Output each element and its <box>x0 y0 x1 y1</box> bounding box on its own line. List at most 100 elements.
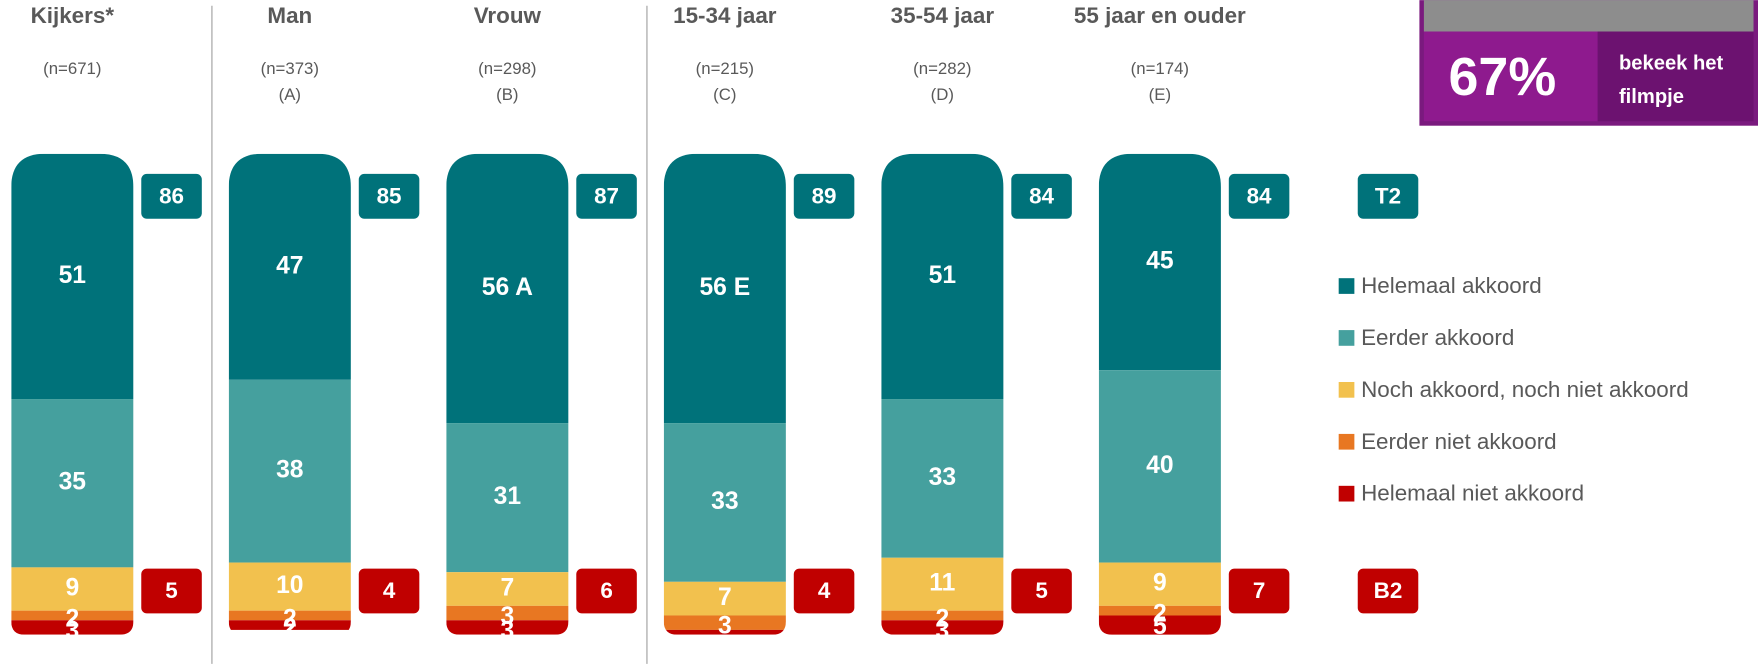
bar-segment <box>228 153 351 380</box>
bar-segment <box>11 620 134 635</box>
callout-figure: 67% <box>1449 47 1557 107</box>
segment-label: 47 <box>276 252 303 279</box>
summary-value: 4 <box>818 578 831 603</box>
summary-key-box <box>1357 568 1419 614</box>
legend-swatch <box>1338 330 1355 346</box>
summary-box <box>358 568 420 614</box>
segment-label: 7 <box>718 584 732 611</box>
group-header: Man <box>267 3 312 28</box>
summary-box <box>793 568 855 614</box>
legend-label: Helemaal akkoord <box>1361 273 1542 298</box>
segment-label: 56 E <box>699 274 750 301</box>
bar-segment <box>11 399 134 568</box>
summary-box <box>1011 173 1072 219</box>
bar-segment <box>1098 562 1221 606</box>
segment-label: 38 <box>276 457 303 484</box>
bar-segment <box>1098 615 1221 635</box>
summary-value: 84 <box>1029 183 1054 208</box>
legend-swatch <box>1338 278 1355 294</box>
bar-segment <box>881 557 1004 611</box>
summary-box <box>793 173 855 219</box>
group-header: Kijkers* <box>31 3 115 28</box>
segment-label: 51 <box>59 262 87 289</box>
callout-caption: bekeek het <box>1619 52 1724 74</box>
bar-segment <box>663 423 786 582</box>
bar-segment <box>446 620 569 635</box>
summary-value: 7 <box>1253 578 1265 603</box>
segment-label: 45 <box>1146 247 1174 274</box>
legend-label: Eerder akkoord <box>1361 325 1514 350</box>
callout-caption: filmpje <box>1619 86 1684 108</box>
bar-segment <box>228 379 351 563</box>
group-header: Vrouw <box>474 3 542 28</box>
bar-segment <box>11 153 134 400</box>
summary-value: 85 <box>377 183 402 208</box>
bar-segment <box>663 615 786 630</box>
summary-key-box <box>1357 173 1419 219</box>
segment-label: 3 <box>718 613 732 640</box>
summary-value: 84 <box>1247 183 1272 208</box>
segment-label: 40 <box>1146 452 1173 479</box>
segment-label: 56 A <box>482 274 533 301</box>
bar-segment <box>1098 370 1221 563</box>
bar-segment <box>446 605 569 621</box>
group-letter: (E) <box>1149 85 1171 104</box>
legend-label: Helemaal niet akkoord <box>1361 481 1584 506</box>
bar-segment <box>1098 605 1221 616</box>
summary-key: T2 <box>1375 183 1401 208</box>
segment-label: 7 <box>500 575 514 602</box>
bar-segment <box>446 423 569 573</box>
segment-label: 3 <box>500 618 514 645</box>
summary-box <box>576 173 637 219</box>
bar-stack <box>228 153 351 630</box>
legend-label: Eerder niet akkoord <box>1361 429 1557 454</box>
legend-label: Noch akkoord, noch niet akkoord <box>1361 377 1689 402</box>
bar-segment <box>446 153 569 424</box>
summary-value: 4 <box>383 578 396 603</box>
summary-box <box>1228 173 1290 219</box>
callout: 67% bekeek het filmpje <box>1419 0 1758 126</box>
group-n: (n=215) <box>696 59 754 78</box>
summary-value: 87 <box>594 183 619 208</box>
segment-label: 35 <box>59 469 87 496</box>
bar-segment <box>663 153 786 424</box>
group-n: (n=373) <box>261 59 319 78</box>
bar-segment <box>228 562 351 611</box>
group-letter: (B) <box>496 85 518 104</box>
segment-label: 31 <box>494 483 522 510</box>
callout-left <box>1423 31 1598 122</box>
group-header: 15-34 jaar <box>673 3 777 28</box>
summary-value: 6 <box>600 578 612 603</box>
summary-value: 5 <box>1035 578 1047 603</box>
summary-box <box>1011 568 1072 614</box>
bar-stack <box>881 153 1004 635</box>
summary-value: 86 <box>159 183 184 208</box>
segment-label: 2 <box>1153 601 1167 628</box>
group-letter: (D) <box>931 85 954 104</box>
legend-swatch <box>1338 485 1355 502</box>
group-n: (n=174) <box>1131 59 1189 78</box>
group-n: (n=298) <box>478 59 536 78</box>
bar-segment <box>228 620 351 630</box>
summary-box <box>358 173 420 219</box>
segment-label: 5 <box>1153 613 1167 640</box>
segment-label: 3 <box>500 603 514 630</box>
segment-label: 3 <box>935 618 949 645</box>
bar-stack <box>446 153 569 635</box>
bar-segment <box>881 399 1004 558</box>
group-letter: (A) <box>279 85 301 104</box>
bar-segment <box>663 629 786 635</box>
summary-value: 5 <box>165 578 177 603</box>
bar-segment <box>663 581 786 616</box>
segment-label: 10 <box>276 572 303 599</box>
bar-segment <box>446 572 569 606</box>
segment-label: 2 <box>283 615 297 642</box>
bar-stack <box>663 153 786 635</box>
segment-label: 9 <box>1153 570 1167 597</box>
segment-label: 11 <box>929 570 955 597</box>
segment-label: 33 <box>929 464 956 491</box>
group-letter: (C) <box>713 85 736 104</box>
segment-label: 3 <box>65 618 79 645</box>
summary-box <box>1228 568 1290 614</box>
